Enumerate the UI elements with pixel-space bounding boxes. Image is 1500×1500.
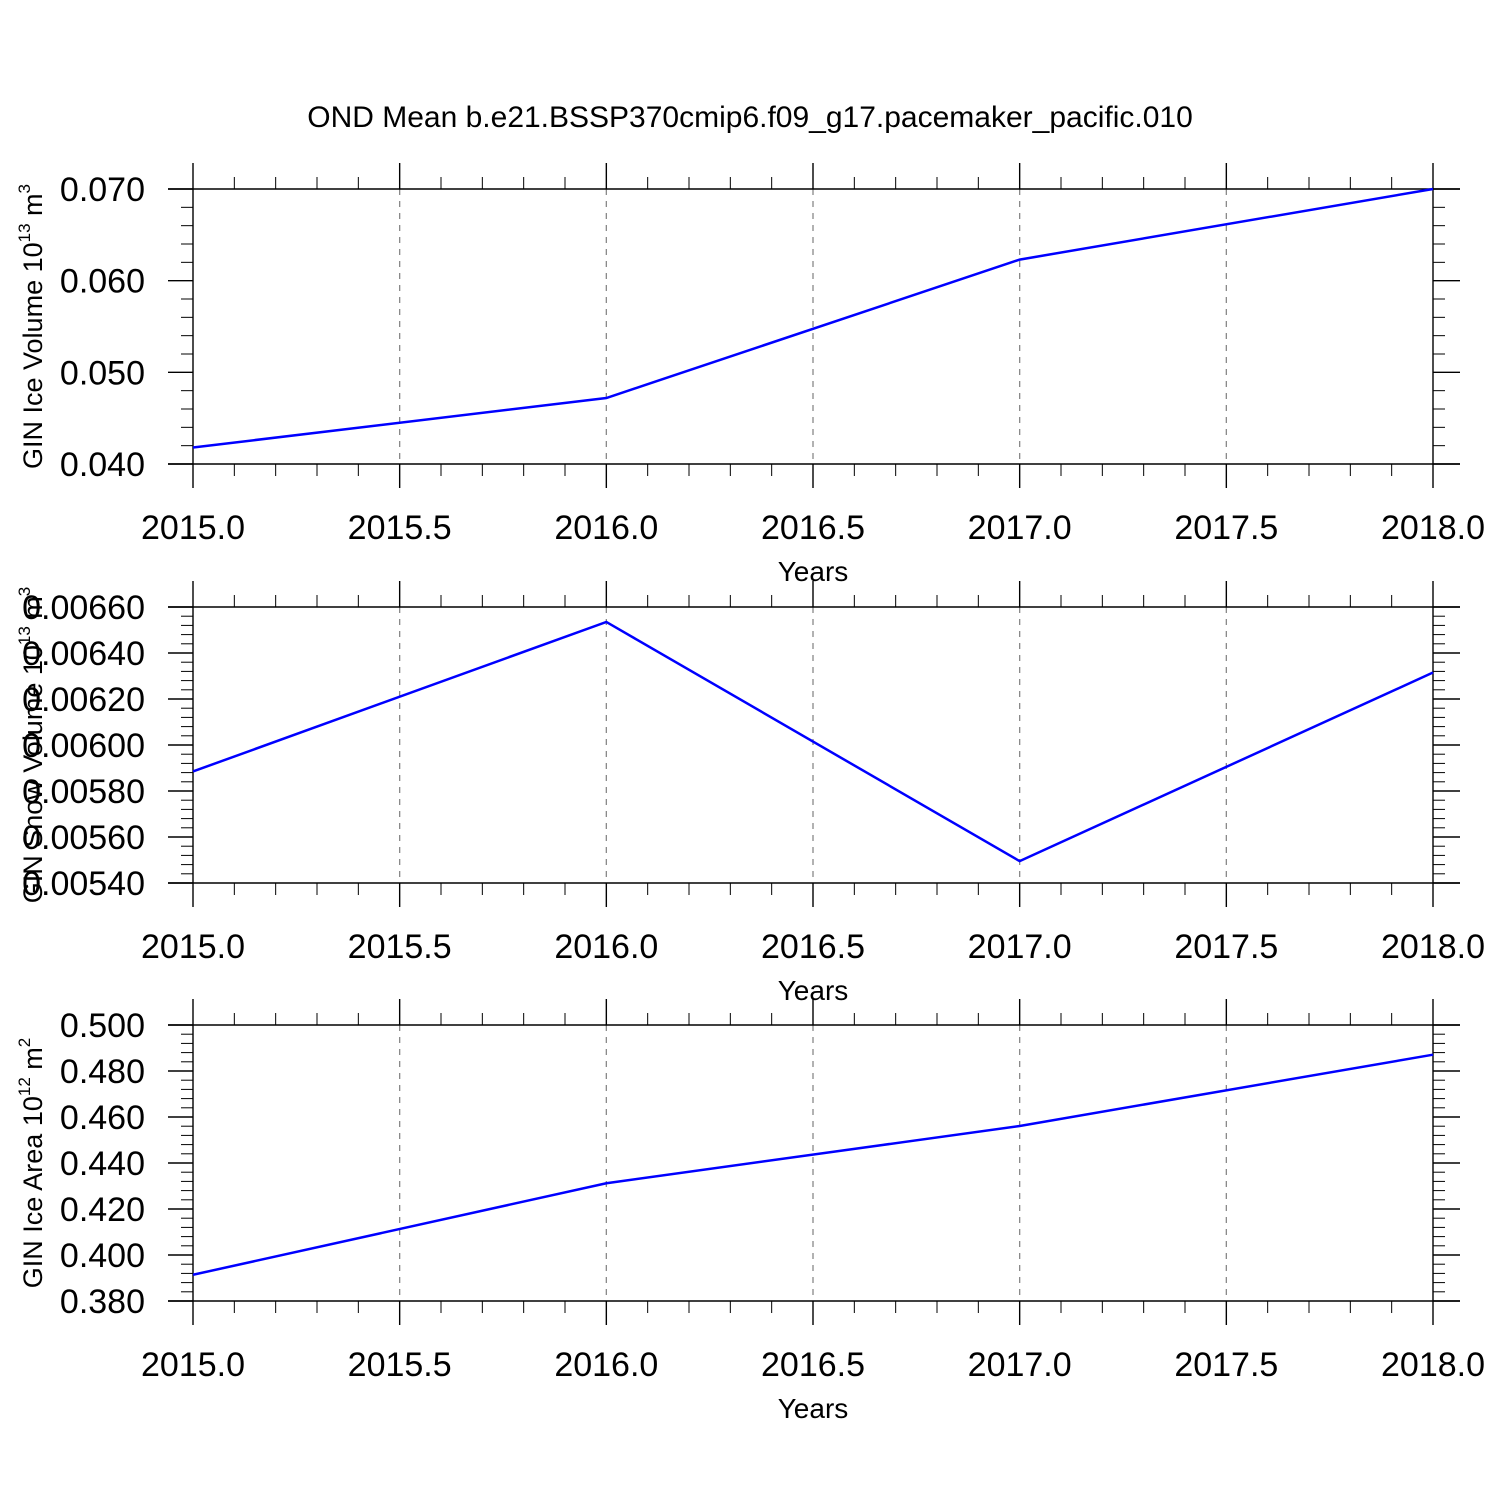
x-tick-label: 2016.5 <box>761 509 865 547</box>
y-axis-label-unit: m <box>18 596 48 626</box>
y-axis-label: GIN Ice Area 1012 m2 <box>15 1038 48 1289</box>
y-axis-label-text: GIN Ice Volume 10 <box>18 242 48 469</box>
y-tick-label: 0.00580 <box>22 773 145 811</box>
y-axis-label-exponent: 13 <box>15 626 34 645</box>
y-axis-label-text: GIN Snow Volume 10 <box>18 645 48 903</box>
y-axis-label-unit: m <box>18 1047 48 1077</box>
y-tick-label: 0.00540 <box>22 865 145 903</box>
x-tick-label: 2017.0 <box>968 509 1072 547</box>
y-tick-label: 0.380 <box>60 1283 145 1321</box>
y-tick-label: 0.420 <box>60 1191 145 1229</box>
y-axis-label: GIN Snow Volume 1013 m3 <box>15 587 48 904</box>
data-line <box>192 620 1434 863</box>
y-tick-label: 0.440 <box>60 1145 145 1183</box>
x-tick-label: 2017.5 <box>1174 1346 1278 1384</box>
x-tick-label: 2015.5 <box>348 1346 452 1384</box>
data-line <box>192 1053 1434 1277</box>
y-tick-label: 0.00660 <box>22 589 145 627</box>
y-tick-label: 0.460 <box>60 1099 145 1137</box>
y-tick-label: 0.500 <box>60 1007 145 1045</box>
y-tick-label: 0.060 <box>60 263 145 301</box>
y-tick-label: 0.070 <box>60 171 145 209</box>
x-tick-label: 2016.0 <box>554 509 658 547</box>
x-tick-label: 2016.0 <box>554 928 658 966</box>
x-tick-label: 2016.5 <box>761 1346 865 1384</box>
x-tick-label: 2015.0 <box>141 509 245 547</box>
x-tick-label: 2016.0 <box>554 1346 658 1384</box>
chart-panel-3: 0.380 0.400 0.420 0.440 0.460 0.480 0.500 2015.… <box>15 999 1485 1424</box>
y-tick-label: 0.00600 <box>22 727 145 765</box>
y-axis-label-text: GIN Ice Area 10 <box>18 1096 48 1288</box>
y-axis-label: GIN Ice Volume 1013 m3 <box>15 184 48 469</box>
y-axis-label-unit: m <box>18 193 48 223</box>
x-tick-label: 2018.0 <box>1381 928 1485 966</box>
x-tick-label: 2015.0 <box>141 1346 245 1384</box>
x-tick-label: 2015.5 <box>348 928 452 966</box>
y-tick-label: 0.040 <box>60 446 145 484</box>
y-axis-label-unit-exponent: 3 <box>15 184 34 193</box>
x-tick-label: 2017.5 <box>1174 928 1278 966</box>
chart-title: OND Mean b.e21.BSSP370cmip6.f09_g17.pace… <box>307 101 1193 134</box>
x-axis-label: Years <box>778 1393 849 1424</box>
chart-panel-2: 0.00540 0.00560 0.00580 0.00600 0.00620 0.006… <box>15 581 1485 1006</box>
data-line <box>192 187 1434 449</box>
x-tick-label: 2017.5 <box>1174 509 1278 547</box>
x-tick-label: 2017.0 <box>968 1346 1072 1384</box>
y-tick-label: 0.00560 <box>22 819 145 857</box>
chart-panel-1: 0.040 0.050 0.060 0.070 2015.0 2015.5 2016.0 20… <box>15 163 1485 587</box>
y-axis-label-exponent: 12 <box>15 1077 34 1096</box>
x-tick-label: 2015.5 <box>348 509 452 547</box>
x-tick-label: 2017.0 <box>968 928 1072 966</box>
y-axis-label-unit-exponent: 3 <box>15 587 34 596</box>
y-axis-label-unit-exponent: 2 <box>15 1038 34 1047</box>
y-axis-label-exponent: 13 <box>15 223 34 242</box>
y-tick-label: 0.00640 <box>22 635 145 673</box>
x-tick-label: 2018.0 <box>1381 509 1485 547</box>
y-tick-label: 0.400 <box>60 1237 145 1275</box>
x-tick-label: 2016.5 <box>761 928 865 966</box>
y-tick-label: 0.480 <box>60 1053 145 1091</box>
y-tick-label: 0.050 <box>60 354 145 392</box>
x-tick-label: 2015.0 <box>141 928 245 966</box>
x-tick-label: 2018.0 <box>1381 1346 1485 1384</box>
y-tick-label: 0.00620 <box>22 681 145 719</box>
